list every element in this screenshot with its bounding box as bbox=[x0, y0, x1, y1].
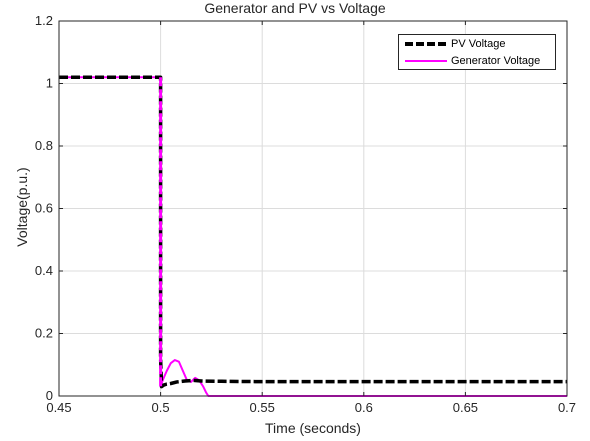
x-tick-label: 0.65 bbox=[453, 400, 478, 415]
legend-item-pv: PV Voltage bbox=[399, 36, 555, 52]
y-tick-label: 1.2 bbox=[35, 13, 53, 28]
legend-item-generator: Generator Voltage bbox=[399, 53, 555, 69]
legend-swatch-generator bbox=[405, 60, 447, 62]
legend-label-pv: PV Voltage bbox=[451, 38, 506, 50]
x-axis-label: Time (seconds) bbox=[265, 420, 361, 436]
y-tick-label: 1 bbox=[46, 76, 53, 91]
x-tick-label: 0.5 bbox=[152, 400, 170, 415]
legend-label-generator: Generator Voltage bbox=[451, 55, 541, 67]
legend: PV Voltage Generator Voltage bbox=[398, 34, 556, 70]
chart-title: Generator and PV vs Voltage bbox=[204, 0, 386, 16]
y-tick-label: 0.8 bbox=[35, 138, 53, 153]
legend-swatch-pv bbox=[405, 42, 447, 46]
y-tick-label: 0.6 bbox=[35, 201, 53, 216]
ticks: 0.45 0.5 0.55 0.6 0.65 0.7 0 0.2 0.4 0.6 0.8 1 1.2 bbox=[35, 13, 576, 415]
y-tick-label: 0.4 bbox=[35, 263, 53, 278]
y-tick-label: 0.2 bbox=[35, 326, 53, 341]
x-tick-label: 0.55 bbox=[250, 400, 275, 415]
x-tick-label: 0.6 bbox=[355, 400, 373, 415]
y-tick-label: 0 bbox=[46, 388, 53, 403]
x-tick-label: 0.7 bbox=[558, 400, 576, 415]
x-tick-label: 0.45 bbox=[46, 400, 71, 415]
y-axis-label: Voltage(p.u.) bbox=[14, 167, 30, 247]
